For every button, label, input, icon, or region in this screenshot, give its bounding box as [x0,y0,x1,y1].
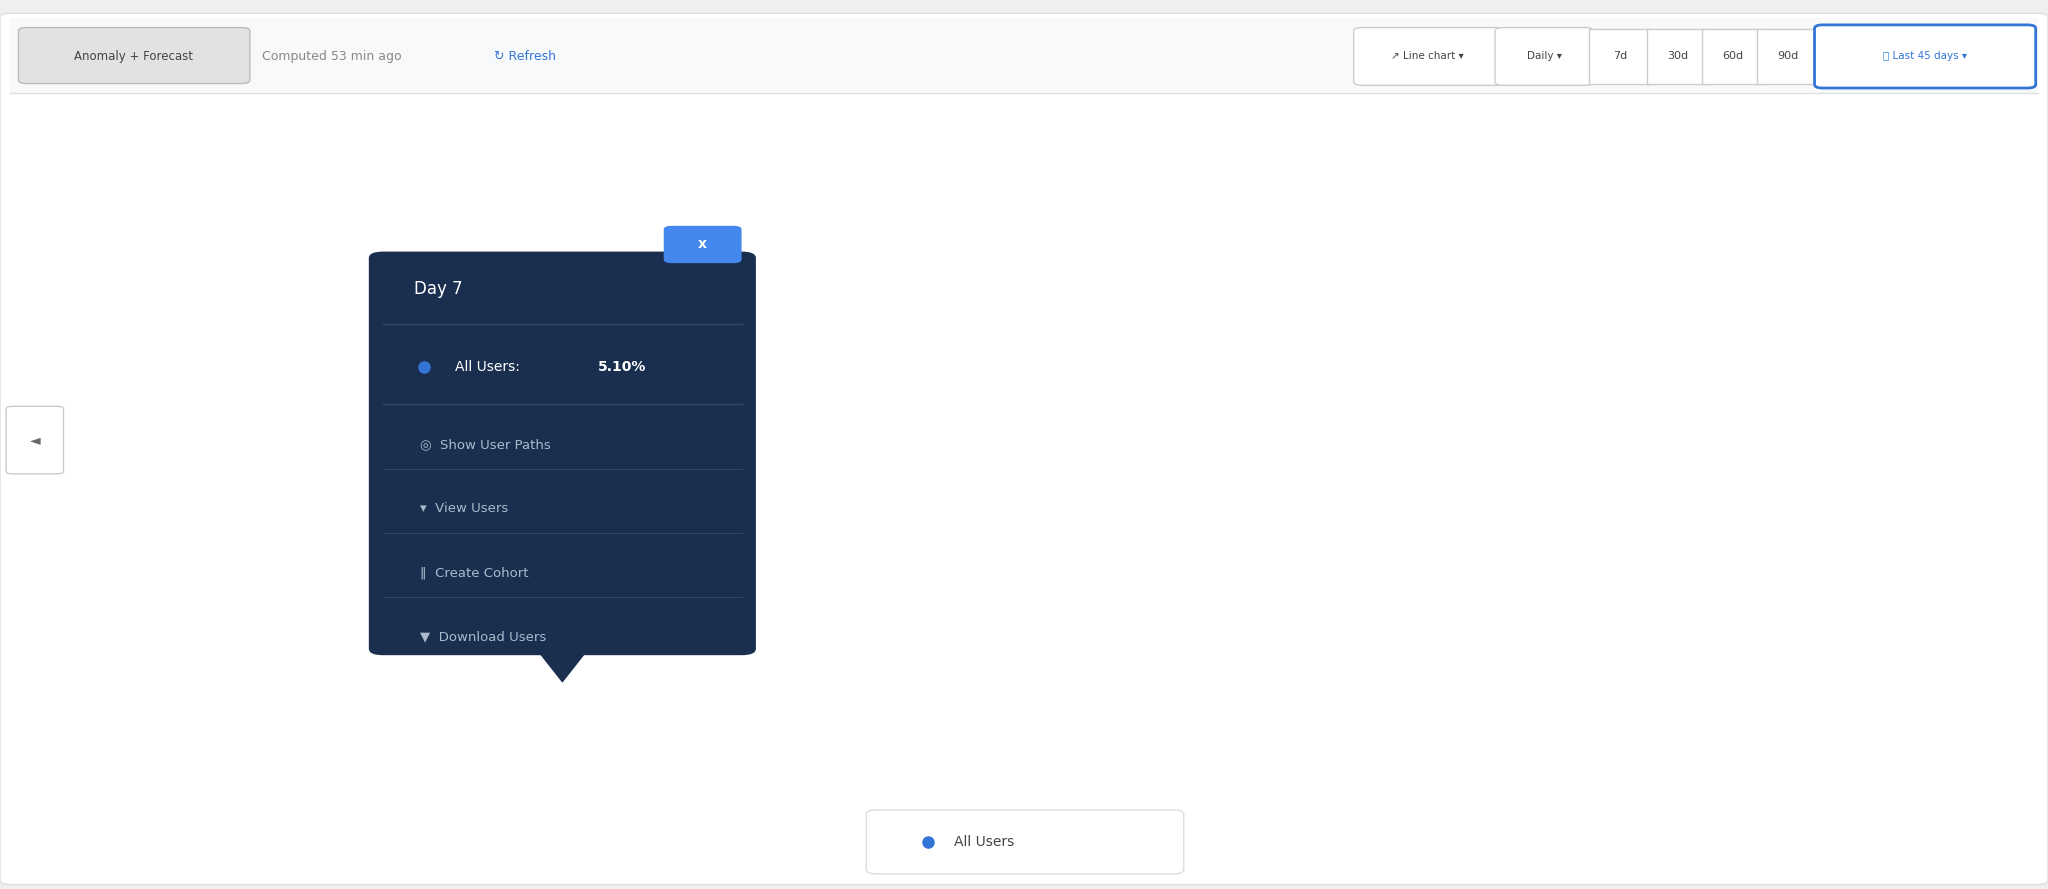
Text: All Users: All Users [954,835,1014,849]
FancyBboxPatch shape [18,28,250,84]
Text: ▾  View Users: ▾ View Users [420,502,508,515]
Text: x: x [698,237,707,252]
Text: All Users:: All Users: [455,360,524,374]
Text: 7d: 7d [1614,51,1626,61]
Text: ▼  Download Users: ▼ Download Users [420,630,547,643]
Text: ◄: ◄ [29,433,41,447]
Text: Computed 53 min ago: Computed 53 min ago [262,50,401,62]
FancyBboxPatch shape [1354,28,1503,85]
FancyBboxPatch shape [1702,29,1763,84]
Text: ↻ Refresh: ↻ Refresh [494,50,555,62]
FancyBboxPatch shape [10,18,2038,93]
Text: 5.10%: 5.10% [598,360,647,374]
Text: ‖  Create Cohort: ‖ Create Cohort [420,566,528,579]
Polygon shape [537,649,590,683]
Text: 30d: 30d [1667,51,1688,61]
Text: 📅 Last 45 days ▾: 📅 Last 45 days ▾ [1882,51,1968,61]
Text: ◎  Show User Paths: ◎ Show User Paths [420,438,551,451]
Text: Anomaly + Forecast: Anomaly + Forecast [74,50,193,62]
Text: ↗ Line chart ▾: ↗ Line chart ▾ [1391,51,1464,61]
FancyBboxPatch shape [866,810,1184,874]
Text: 90d: 90d [1778,51,1798,61]
FancyBboxPatch shape [0,13,2048,885]
FancyBboxPatch shape [1495,28,1593,85]
FancyBboxPatch shape [1757,29,1819,84]
Text: 60d: 60d [1722,51,1743,61]
Text: Daily ▾: Daily ▾ [1526,51,1563,61]
Text: Day 7: Day 7 [414,280,463,298]
FancyBboxPatch shape [1815,25,2036,88]
FancyBboxPatch shape [664,226,741,263]
FancyBboxPatch shape [1589,29,1651,84]
FancyBboxPatch shape [6,406,63,474]
FancyBboxPatch shape [369,252,756,655]
FancyBboxPatch shape [1647,29,1708,84]
